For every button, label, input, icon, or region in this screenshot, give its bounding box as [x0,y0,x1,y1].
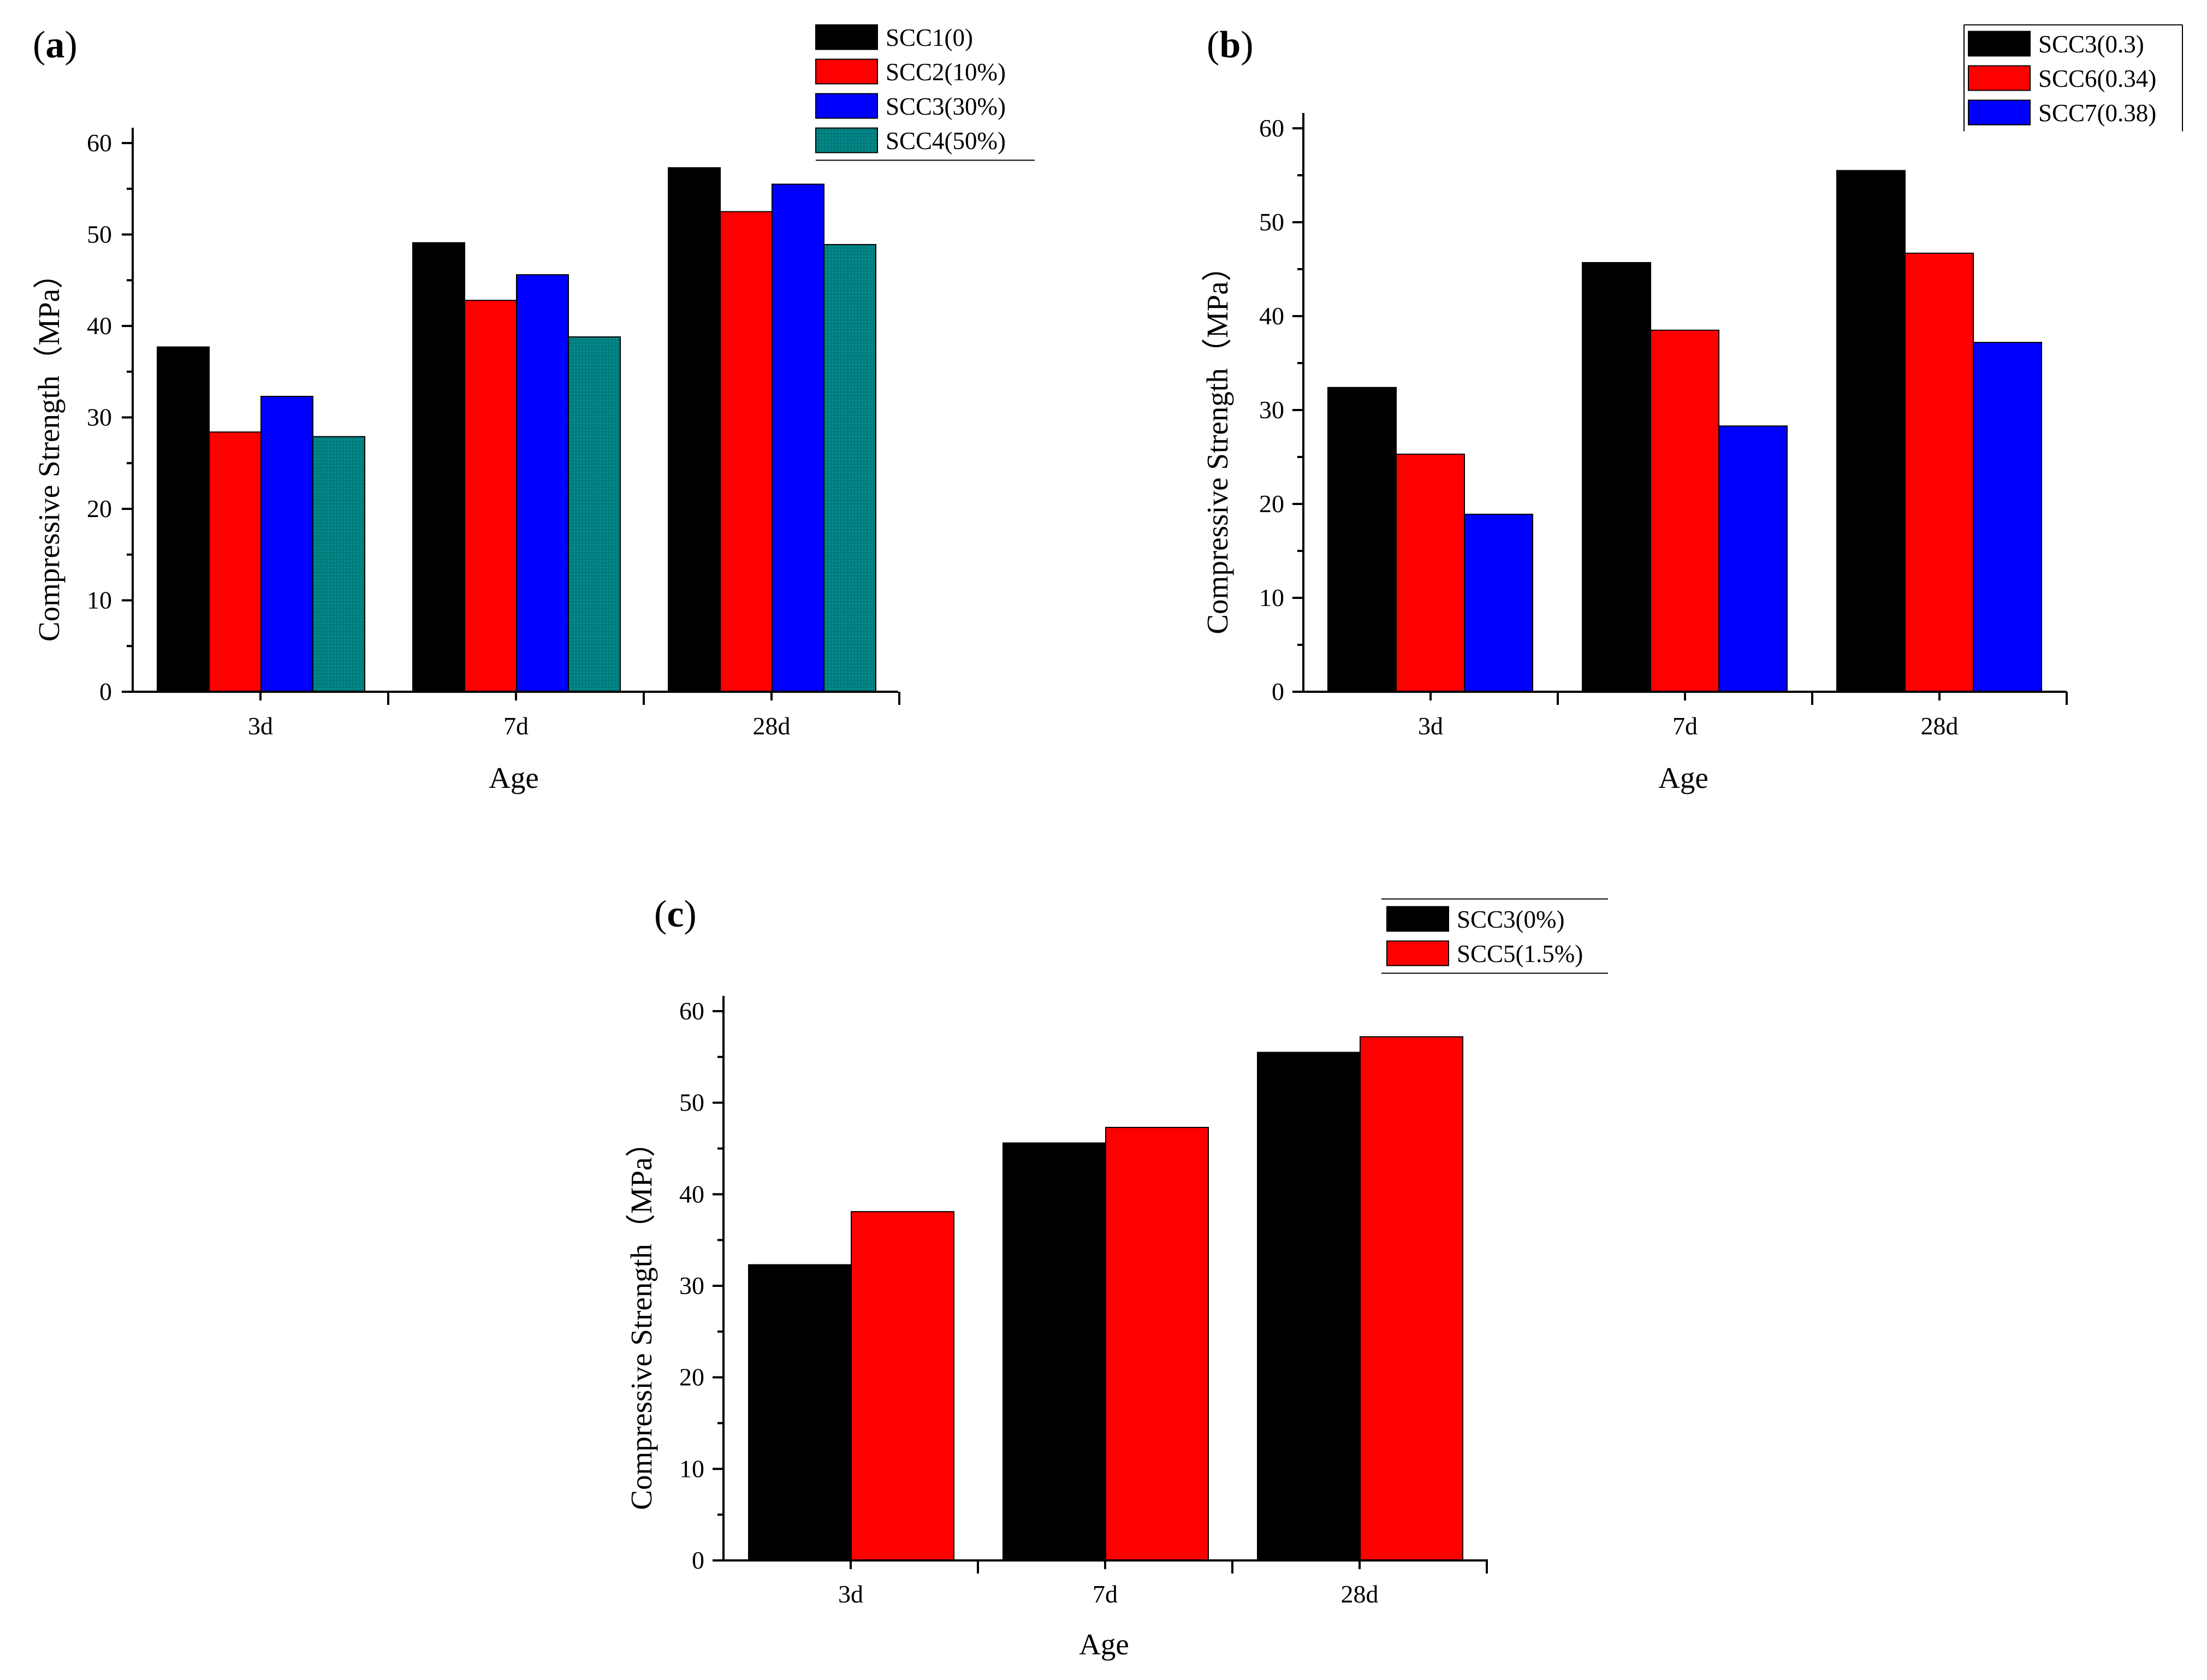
panel-a-x-tick-label: 3d [248,712,273,740]
panel-c-legend-label-1: SCC3(0%) [1457,906,1565,933]
panel-b-y-tick-label: 40 [1259,302,1284,330]
panel-c-letter: c [667,893,684,935]
panel-a-bar-2-4 [568,336,621,692]
panel-a-y-tick-label: 60 [87,129,112,157]
panel-c-y-tick-label: 0 [692,1546,704,1574]
panel-b-y-axis-title: Compressive Strength（MPa） [1201,251,1234,634]
panel-b-y-tick-label: 0 [1272,678,1284,705]
panel-c-y-tick-label: 60 [679,997,704,1025]
panel-b-bar-1-3 [1464,513,1533,692]
panel-b-y-tick-label: 60 [1259,114,1284,142]
panel-b-x-tick-label: 7d [1672,712,1698,740]
panel-c-x-axis-title: Age [1079,1628,1129,1661]
panel-c-bar-1-1 [748,1264,852,1562]
panel-b-bar-2-1 [1582,262,1651,692]
panel-b-x-tick-label: 3d [1418,712,1443,740]
panel-a-legend-label-1: SCC1(0) [886,24,973,51]
panel-a-bar-1-2 [209,431,262,692]
panel-a-legend-label-3: SCC3(30%) [886,93,1006,120]
panel-b-legend: SCC3(0.3) SCC6(0.34) SCC7(0.38) [1963,24,2183,132]
panel-a-y-tick-label: 10 [87,586,112,614]
panel-c-x-tick-label: 7d [1093,1580,1118,1608]
panel-a-y-tick-label: 40 [87,312,112,340]
panel-c: (c) 0 10 20 30 40 50 60 3d 7d 28d Age Compressive S… [625,893,1608,1661]
panel-b-y-tick-label: 50 [1259,208,1284,236]
panel-a-bar-2-3 [516,274,569,692]
panel-b-y-tick-label: 20 [1259,490,1284,518]
panel-a-bar-1-4 [312,436,365,692]
panel-a-letter: a [45,24,64,66]
panel-b-legend-swatch-2 [1968,65,2031,91]
panel-c-y-tick-label: 20 [679,1363,704,1391]
panel-c-label: (c) [654,893,697,935]
panel-a-legend-label-2: SCC2(10%) [886,58,1006,86]
panel-a: (a) 0 10 20 30 40 50 60 3d 7d 28d Age Compressive S… [32,24,1035,794]
panel-a-y-tick-label: 20 [87,495,112,523]
panel-a-y-tick-label: 50 [87,221,112,248]
panel-b-bar-3-2 [1905,252,1974,692]
panel-a-bar-2-1 [412,242,465,692]
panel-c-bar-1-2 [851,1211,954,1561]
panel-c-plot: 0 10 20 30 40 50 60 3d 7d 28d Age Compressive Stren… [625,898,1608,1661]
panel-b-x-tick-label: 28d [1921,712,1959,740]
panel-a-x-axis-title: Age [489,761,539,794]
panel-b-label: (b) [1207,24,1254,66]
panel-a-bar-3-1 [668,167,721,693]
panel-a-bar-1-3 [260,395,313,692]
panel-a-legend: SCC1(0) SCC2(10%) SCC3(30%) SCC4(50%) [815,24,1035,161]
panel-a-y-tick-label: 0 [99,678,112,705]
panel-b-legend-label-1: SCC3(0.3) [2038,31,2144,58]
panel-a-legend-swatch-4 [815,127,878,153]
panel-c-bar-3-1 [1257,1052,1361,1561]
panel-b-legend-label-3: SCC7(0.38) [2038,99,2156,127]
panel-a-legend-swatch-1 [815,24,878,50]
panel-b-bar-2-3 [1718,425,1788,692]
panel-c-bar-2-2 [1105,1126,1209,1562]
panel-b-bar-3-1 [1836,170,1906,692]
panel-a-label: (a) [33,24,78,66]
panel-a-x-tick-label: 28d [753,712,791,740]
panel-c-legend-swatch-1 [1386,906,1449,932]
panel-c-x-tick-label: 28d [1341,1580,1379,1608]
panel-b-bar-2-2 [1650,329,1719,692]
panel-a-bar-1-1 [157,346,210,692]
panel-a-y-axis-title: Compressive Strength（MPa） [32,259,66,642]
panel-c-y-tick-label: 40 [679,1180,704,1208]
panel-b: (b) 0 10 20 30 40 50 60 3d 7d 28d Age Compressive S… [1201,24,2183,794]
panel-a-y-tick-label: 30 [87,403,112,431]
panel-b-plot: 0 10 20 30 40 50 60 3d 7d 28d Age Compressive Stren… [1201,24,2183,794]
panel-a-bar-3-3 [772,183,824,692]
panel-b-bar-3-3 [1973,342,2042,692]
panel-c-x-tick-label: 3d [838,1580,863,1608]
panel-b-legend-swatch-3 [1968,99,2031,126]
panel-b-bar-1-2 [1396,453,1465,693]
panel-b-legend-swatch-1 [1968,31,2031,57]
panel-b-y-tick-label: 10 [1259,584,1284,612]
panel-a-legend-label-4: SCC4(50%) [886,127,1006,155]
panel-c-y-tick-label: 10 [679,1455,704,1482]
panel-a-bar-3-2 [720,211,773,692]
panel-a-legend-swatch-2 [815,58,878,85]
panel-a-bar-2-2 [464,300,517,692]
panel-c-bar-3-2 [1360,1036,1463,1561]
panel-a-bar-3-4 [823,244,876,692]
panel-a-legend-swatch-3 [815,93,878,119]
panel-c-bar-2-1 [1002,1142,1106,1561]
panel-c-y-tick-label: 50 [679,1089,704,1117]
panel-b-y-tick-label: 30 [1259,396,1284,424]
panel-c-y-tick-label: 30 [679,1272,704,1299]
panel-a-x-tick-label: 7d [503,712,529,740]
panel-c-legend-swatch-2 [1386,940,1449,966]
panel-c-legend: SCC3(0%) SCC5(1.5%) [1381,898,1608,974]
panel-b-x-axis-title: Age [1658,761,1708,794]
panel-c-legend-label-2: SCC5(1.5%) [1457,940,1583,967]
panel-b-letter: b [1219,24,1241,66]
panel-b-legend-label-2: SCC6(0.34) [2038,65,2156,92]
panel-b-bar-1-1 [1327,387,1397,692]
panel-a-plot: 0 10 20 30 40 50 60 3d 7d 28d Age Compressive Stren… [32,24,1035,794]
panel-c-y-axis-title: Compressive Strength（MPa） [625,1127,658,1510]
